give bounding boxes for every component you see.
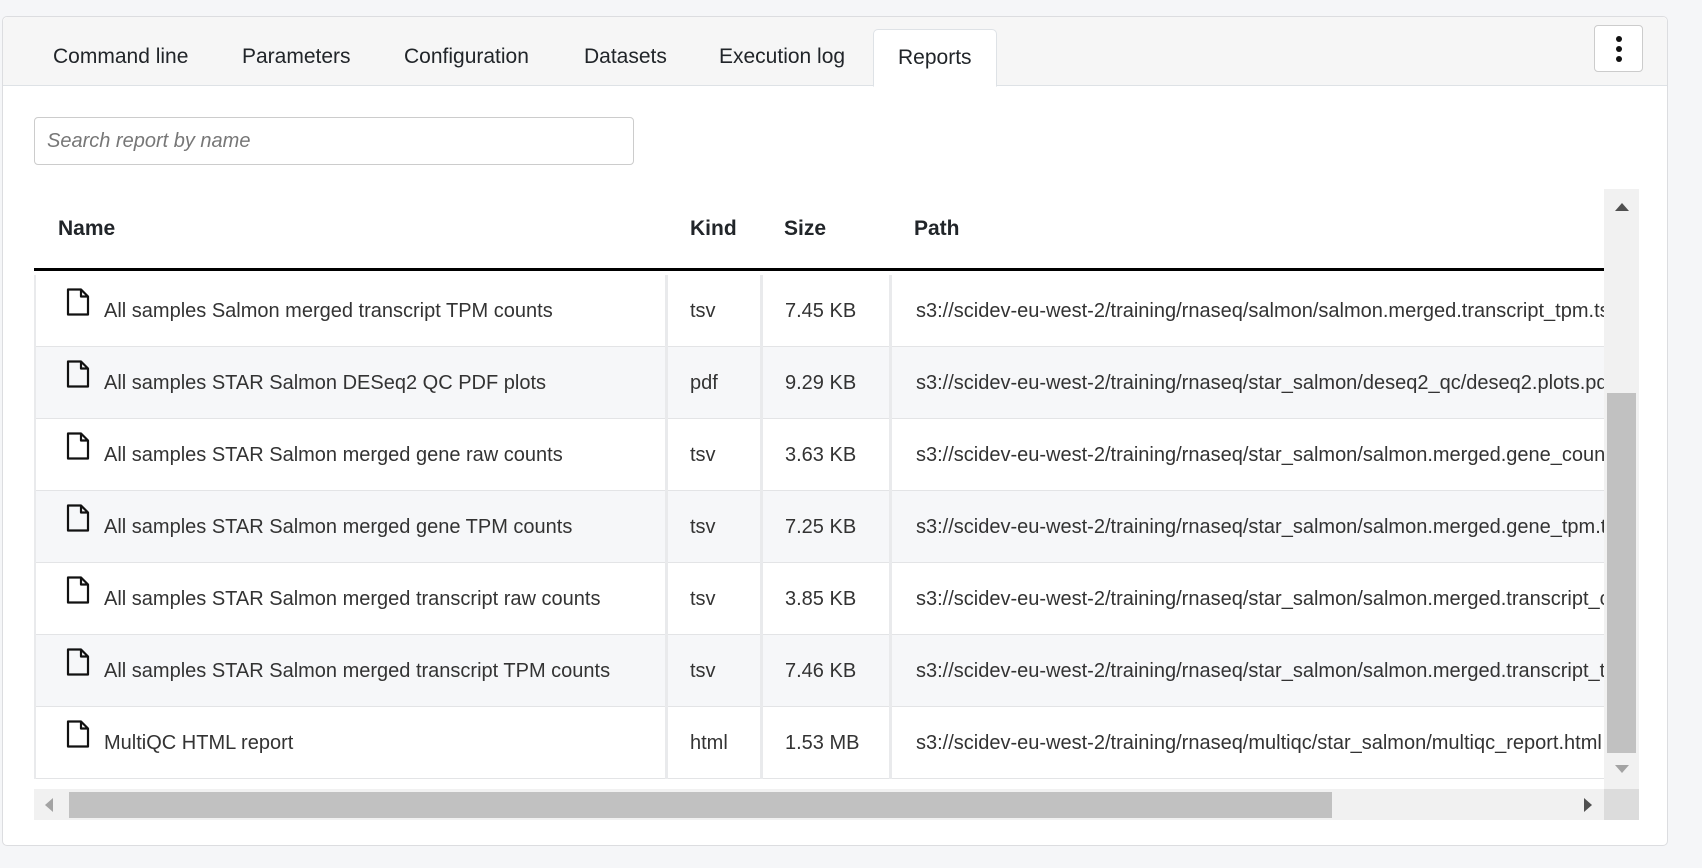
report-name-cell[interactable]: All samples STAR Salmon DESeq2 QC PDF pl… bbox=[34, 347, 668, 419]
report-size: 3.63 KB bbox=[763, 419, 892, 491]
table-row[interactable]: MultiQC HTML report html 1.53 MB s3://sc… bbox=[34, 707, 1604, 779]
table-header: Name Kind Size Path bbox=[34, 189, 1604, 271]
table-row[interactable]: All samples STAR Salmon DESeq2 QC PDF pl… bbox=[34, 347, 1604, 419]
report-name[interactable]: All samples STAR Salmon DESeq2 QC PDF pl… bbox=[104, 372, 547, 394]
report-size: 1.53 MB bbox=[763, 707, 892, 779]
report-size: 9.29 KB bbox=[763, 347, 892, 419]
file-icon bbox=[66, 419, 90, 490]
report-path[interactable]: s3://scidev-eu-west-2/training/rnaseq/sa… bbox=[916, 300, 1604, 322]
file-icon bbox=[66, 275, 90, 346]
scroll-right-arrow-icon[interactable] bbox=[1584, 798, 1592, 812]
file-icon bbox=[66, 347, 90, 418]
report-kind: tsv bbox=[668, 491, 763, 563]
more-options-button[interactable] bbox=[1594, 25, 1643, 72]
report-name[interactable]: All samples STAR Salmon merged gene TPM … bbox=[104, 516, 573, 538]
tab-configuration[interactable]: Configuration bbox=[404, 45, 529, 68]
file-icon bbox=[66, 635, 90, 706]
report-name-cell[interactable]: All samples STAR Salmon merged gene TPM … bbox=[34, 491, 668, 563]
scrollbar-corner bbox=[1604, 789, 1639, 820]
horizontal-scroll-thumb[interactable] bbox=[69, 792, 1332, 818]
report-name-cell[interactable]: All samples Salmon merged transcript TPM… bbox=[34, 275, 668, 347]
report-name-cell[interactable]: MultiQC HTML report bbox=[34, 707, 668, 779]
report-kind: tsv bbox=[668, 635, 763, 707]
report-name-cell[interactable]: All samples STAR Salmon merged transcrip… bbox=[34, 563, 668, 635]
report-name-cell[interactable]: All samples STAR Salmon merged transcrip… bbox=[34, 635, 668, 707]
report-path[interactable]: s3://scidev-eu-west-2/training/rnaseq/st… bbox=[916, 588, 1604, 610]
column-header-size[interactable]: Size bbox=[784, 217, 827, 240]
report-size: 7.25 KB bbox=[763, 491, 892, 563]
report-kind: tsv bbox=[668, 275, 763, 347]
table-row[interactable]: All samples STAR Salmon merged transcrip… bbox=[34, 635, 1604, 707]
vertical-scrollbar[interactable] bbox=[1604, 189, 1639, 789]
table-row[interactable]: All samples Salmon merged transcript TPM… bbox=[34, 275, 1604, 347]
scroll-left-arrow-icon[interactable] bbox=[45, 798, 53, 812]
report-name-cell[interactable]: All samples STAR Salmon merged gene raw … bbox=[34, 419, 668, 491]
tab-bar: Command line Parameters Configuration Da… bbox=[3, 17, 1667, 87]
report-name[interactable]: All samples STAR Salmon merged transcrip… bbox=[104, 588, 601, 610]
table-row[interactable]: All samples STAR Salmon merged gene TPM … bbox=[34, 491, 1604, 563]
report-kind: tsv bbox=[668, 563, 763, 635]
reports-table: Name Kind Size Path All samples Salmon m… bbox=[34, 189, 1639, 820]
report-name[interactable]: All samples STAR Salmon merged gene raw … bbox=[104, 444, 563, 466]
report-size: 3.85 KB bbox=[763, 563, 892, 635]
report-path[interactable]: s3://scidev-eu-west-2/training/rnaseq/st… bbox=[916, 516, 1604, 538]
search-report-input[interactable] bbox=[34, 117, 634, 165]
report-size: 7.45 KB bbox=[763, 275, 892, 347]
report-name[interactable]: All samples STAR Salmon merged transcrip… bbox=[104, 660, 611, 682]
tab-reports[interactable]: Reports bbox=[873, 29, 997, 87]
scroll-up-arrow-icon[interactable] bbox=[1615, 203, 1629, 211]
vertical-scroll-thumb[interactable] bbox=[1607, 393, 1636, 753]
report-path[interactable]: s3://scidev-eu-west-2/training/rnaseq/mu… bbox=[916, 732, 1602, 754]
report-name[interactable]: All samples Salmon merged transcript TPM… bbox=[104, 300, 553, 322]
tab-command-line[interactable]: Command line bbox=[53, 45, 189, 68]
table-row[interactable]: All samples STAR Salmon merged transcrip… bbox=[34, 563, 1604, 635]
tab-parameters[interactable]: Parameters bbox=[242, 45, 351, 68]
table-row[interactable]: All samples STAR Salmon merged gene raw … bbox=[34, 419, 1604, 491]
tab-execution-log[interactable]: Execution log bbox=[719, 45, 846, 68]
report-size: 7.46 KB bbox=[763, 635, 892, 707]
report-kind: tsv bbox=[668, 419, 763, 491]
tab-datasets[interactable]: Datasets bbox=[584, 45, 667, 68]
horizontal-scrollbar[interactable] bbox=[34, 789, 1604, 820]
file-icon bbox=[66, 707, 90, 778]
column-header-name[interactable]: Name bbox=[58, 217, 116, 240]
report-kind: html bbox=[668, 707, 763, 779]
report-kind: pdf bbox=[668, 347, 763, 419]
file-icon bbox=[66, 563, 90, 634]
report-path[interactable]: s3://scidev-eu-west-2/training/rnaseq/st… bbox=[916, 444, 1604, 466]
column-header-kind[interactable]: Kind bbox=[690, 217, 737, 240]
kebab-vertical-icon bbox=[1615, 35, 1622, 42]
scroll-down-arrow-icon[interactable] bbox=[1615, 765, 1629, 773]
column-header-path[interactable]: Path bbox=[914, 217, 960, 240]
report-path[interactable]: s3://scidev-eu-west-2/training/rnaseq/st… bbox=[916, 660, 1604, 682]
file-icon bbox=[66, 491, 90, 562]
report-name[interactable]: MultiQC HTML report bbox=[104, 732, 294, 754]
report-path[interactable]: s3://scidev-eu-west-2/training/rnaseq/st… bbox=[916, 372, 1604, 394]
reports-panel: Command line Parameters Configuration Da… bbox=[2, 16, 1668, 846]
